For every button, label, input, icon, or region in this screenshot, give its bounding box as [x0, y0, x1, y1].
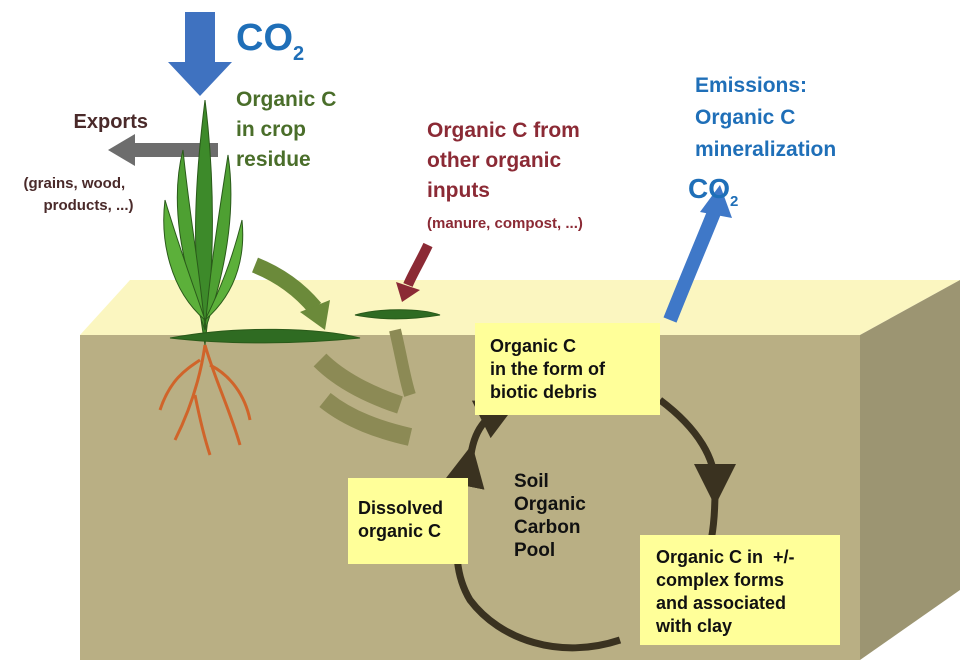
- text-line: Organic C in +/-: [656, 547, 795, 567]
- text-line: with clay: [655, 616, 732, 636]
- co2-input-arrow: [168, 12, 232, 96]
- text-line: 2: [730, 193, 738, 210]
- input-arrow: [408, 245, 428, 285]
- text-line: Pool: [514, 540, 555, 561]
- text-line: biotic debris: [490, 382, 597, 402]
- exports-note: (grains, wood, products, ...): [0, 0, 146, 214]
- text-line: mineralization: [695, 138, 836, 161]
- text-line: other organic: [427, 149, 562, 172]
- text-line: complex forms: [656, 570, 784, 590]
- soil-side: [860, 280, 960, 660]
- text-line: CO: [688, 173, 730, 204]
- text-line: inputs: [427, 179, 490, 202]
- co2-input: CO2: [236, 17, 304, 65]
- other-inputs-note: (manure, compost, ...): [427, 215, 583, 232]
- text-line: organic C: [358, 521, 441, 541]
- text-line: (grains, wood,: [23, 175, 125, 192]
- text-line: in crop: [236, 118, 306, 141]
- text-line: Organic: [514, 494, 586, 515]
- exports-title: Exports: [74, 111, 148, 133]
- text-line: residue: [236, 148, 311, 171]
- text-line: Organic C: [695, 106, 795, 129]
- diagram: CO2 Organic C in crop residue Exports (g…: [0, 0, 971, 666]
- text-line: Organic C: [236, 88, 336, 111]
- text-line: and associated: [656, 593, 786, 613]
- text-line: Emissions:: [695, 74, 807, 97]
- text-line: Soil: [514, 471, 549, 492]
- text-line: 2: [293, 43, 304, 65]
- text-line: CO: [236, 17, 293, 59]
- text-line: Organic C: [490, 336, 576, 356]
- text-line: Organic C from: [427, 119, 580, 142]
- text-line: Carbon: [514, 517, 581, 538]
- text-line: in the form of: [490, 359, 606, 379]
- text-line: Dissolved: [358, 498, 443, 518]
- text-line: products, ...): [43, 197, 133, 214]
